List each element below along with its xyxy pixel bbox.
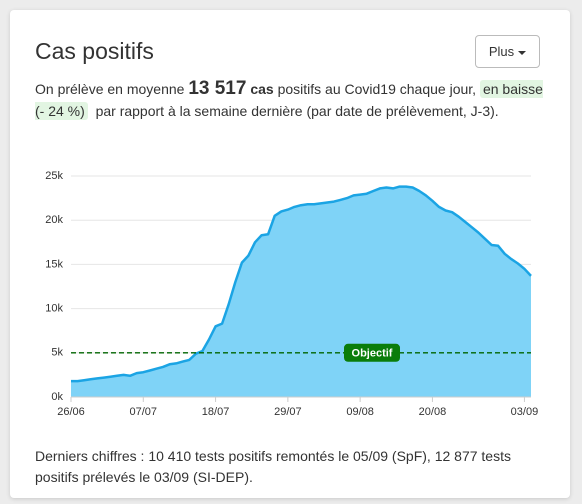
x-tick-label: 29/07: [274, 406, 302, 418]
area: [71, 186, 531, 397]
y-tick-label: 10k: [45, 303, 63, 315]
x-tick-label: 26/06: [57, 406, 85, 418]
intro-count: 13 517: [188, 78, 247, 99]
intro-text: positifs au Covid19 chaque jour,: [277, 81, 477, 97]
footer: Derniers chiffres : 10 410 tests positif…: [35, 448, 511, 485]
x-tick-label: 20/08: [419, 406, 447, 418]
more-button[interactable]: Plus: [475, 35, 540, 68]
y-tick-label: 0k: [51, 391, 63, 403]
intro-text: par rapport à la semaine dernière (par d…: [95, 103, 499, 119]
x-tick-label: 07/07: [130, 406, 158, 418]
x-tick-label: 03/09: [511, 406, 539, 418]
intro-text: On prélève en moyenne: [35, 81, 185, 97]
x-tick-label: 09/08: [346, 406, 374, 418]
x-tick-label: 18/07: [202, 406, 230, 418]
intro: On prélève en moyenne 13 517 cas positif…: [35, 78, 550, 122]
line: [71, 185, 532, 383]
objective-badge: [344, 343, 400, 362]
y-tick-label: 20k: [45, 214, 63, 226]
y-tick-label: 5k: [51, 347, 63, 359]
y-tick-label: 25k: [45, 170, 63, 182]
card-title: Cas positifs: [35, 38, 154, 64]
objective-label: Objectif: [352, 348, 393, 360]
caret[interactable]: [518, 50, 527, 55]
y-tick-label: 15k: [45, 258, 63, 270]
intro-unit: cas: [250, 81, 274, 97]
button-label[interactable]: Plus: [488, 44, 515, 59]
